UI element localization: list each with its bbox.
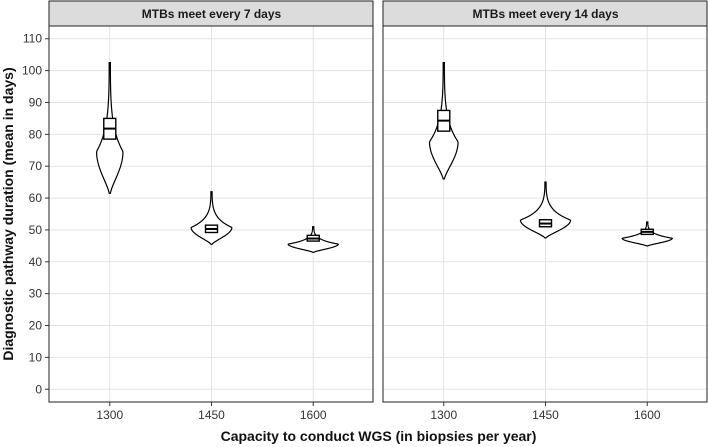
y-tick-label: 90 — [29, 95, 43, 109]
x-tick-label: 1600 — [300, 408, 327, 422]
facet-strip — [48, 0, 374, 27]
y-tick-label: 10 — [29, 350, 43, 364]
y-tick-label: 60 — [29, 191, 43, 205]
y-tick-label: 20 — [29, 319, 43, 333]
violin-1450 — [519, 181, 572, 239]
y-tick-label: 110 — [23, 32, 42, 46]
facet-title: MTBs meet every 7 days — [142, 7, 282, 21]
y-tick-label: 80 — [29, 127, 43, 141]
y-tick-label: 70 — [29, 159, 43, 173]
x-tick-label: 1300 — [430, 408, 457, 422]
y-tick-label: 100 — [22, 64, 42, 78]
y-tick-label: 50 — [29, 223, 43, 237]
x-tick-label: 1450 — [532, 408, 559, 422]
y-tick-label: 40 — [29, 255, 43, 269]
y-axis-title: Diagnostic pathway duration (mean in day… — [0, 67, 16, 360]
violin-1450 — [190, 191, 233, 245]
y-tick-label: 30 — [29, 287, 43, 301]
facet-title: MTBs meet every 14 days — [472, 7, 618, 21]
x-tick-label: 1300 — [96, 408, 123, 422]
x-tick-label: 1450 — [198, 408, 225, 422]
x-axis-title: Capacity to conduct WGS (in biopsies per… — [221, 428, 537, 444]
y-tick-label: 0 — [35, 382, 42, 396]
x-tick-label: 1600 — [634, 408, 661, 422]
